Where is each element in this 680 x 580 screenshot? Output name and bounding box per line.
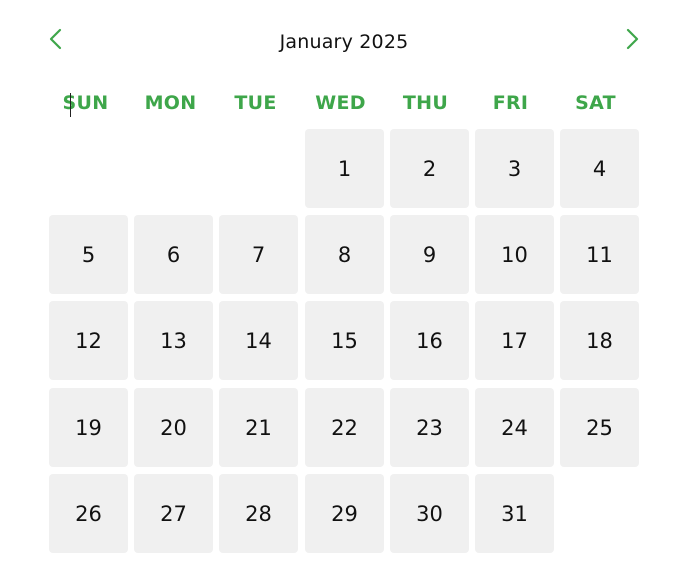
day-cell-21[interactable]: 21 [219, 388, 298, 467]
day-cell-4[interactable]: 4 [560, 129, 639, 208]
day-cell-28[interactable]: 28 [219, 474, 298, 553]
day-cell-31[interactable]: 31 [475, 474, 554, 553]
prev-month-button[interactable] [44, 26, 68, 52]
day-cell-8[interactable]: 8 [305, 215, 384, 294]
weekday-fri: FRI [492, 92, 529, 114]
day-cell-15[interactable]: 15 [305, 301, 384, 380]
day-cell-5[interactable]: 5 [49, 215, 128, 294]
day-cell-25[interactable]: 25 [560, 388, 639, 467]
day-cell-14[interactable]: 14 [219, 301, 298, 380]
weekday-sun: SUN [62, 92, 109, 114]
weekday-mon: MON [144, 92, 197, 114]
day-cell-17[interactable]: 17 [475, 301, 554, 380]
day-cell-12[interactable]: 12 [49, 301, 128, 380]
weekday-header-row: SUN MON TUE WED THU FRI SAT [46, 92, 641, 118]
next-month-button[interactable] [620, 26, 644, 52]
day-cell-23[interactable]: 23 [390, 388, 469, 467]
chevron-right-icon [626, 28, 639, 50]
day-cell-1[interactable]: 1 [305, 129, 384, 208]
chevron-left-icon [49, 28, 62, 50]
day-cell-10[interactable]: 10 [475, 215, 554, 294]
calendar-header: January 2025 [0, 0, 680, 80]
day-cell-13[interactable]: 13 [134, 301, 213, 380]
text-cursor [70, 93, 71, 117]
day-cell-19[interactable]: 19 [49, 388, 128, 467]
weekday-sat: SAT [575, 92, 616, 114]
day-cell-6[interactable]: 6 [134, 215, 213, 294]
day-cell-9[interactable]: 9 [390, 215, 469, 294]
weekday-thu: THU [402, 92, 449, 114]
day-cell-18[interactable]: 18 [560, 301, 639, 380]
day-cell-29[interactable]: 29 [305, 474, 384, 553]
day-cell-11[interactable]: 11 [560, 215, 639, 294]
day-cell-26[interactable]: 26 [49, 474, 128, 553]
month-title: January 2025 [279, 31, 409, 53]
weekday-wed: WED [315, 92, 366, 114]
day-cell-27[interactable]: 27 [134, 474, 213, 553]
day-cell-3[interactable]: 3 [475, 129, 554, 208]
day-cell-24[interactable]: 24 [475, 388, 554, 467]
weekday-tue: TUE [234, 92, 277, 114]
day-cell-2[interactable]: 2 [390, 129, 469, 208]
day-cell-20[interactable]: 20 [134, 388, 213, 467]
day-cell-16[interactable]: 16 [390, 301, 469, 380]
day-cell-22[interactable]: 22 [305, 388, 384, 467]
day-cell-7[interactable]: 7 [219, 215, 298, 294]
day-cell-30[interactable]: 30 [390, 474, 469, 553]
